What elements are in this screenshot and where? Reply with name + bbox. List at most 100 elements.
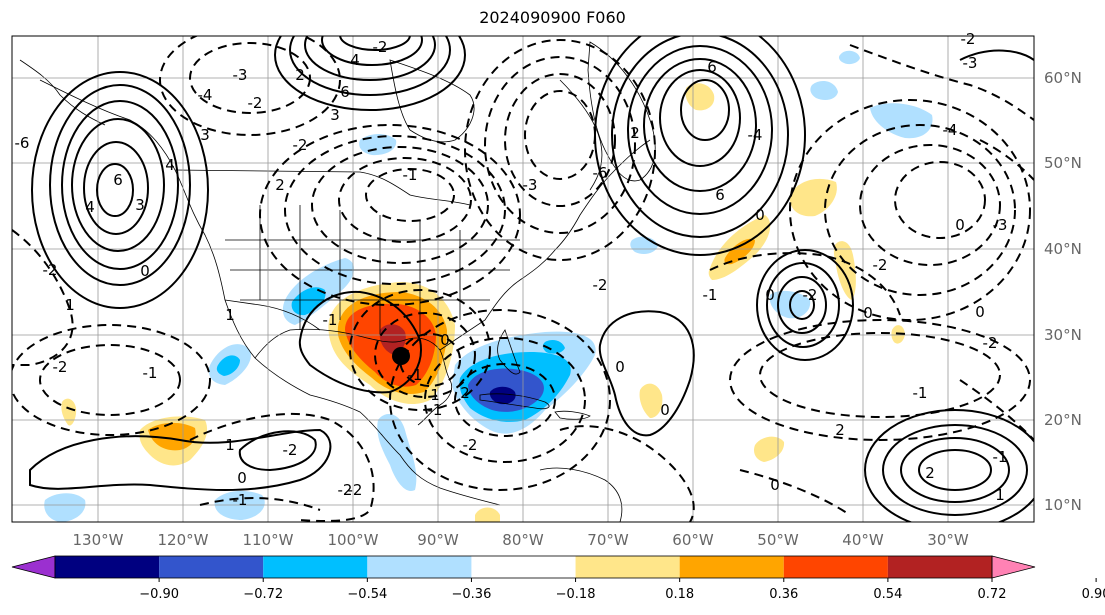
contour-label: 0 xyxy=(975,303,985,321)
contour-high-greenland-6 xyxy=(680,79,730,141)
contour-high-pacific-5 xyxy=(96,163,134,217)
shade-lightblue-pacific-s xyxy=(44,493,86,522)
contour-label: -2 xyxy=(593,276,608,294)
colorbar-extend-low xyxy=(11,555,56,579)
contour-label: -4 xyxy=(943,121,958,139)
contour-label: -3 xyxy=(523,176,538,194)
contour-label: 2 xyxy=(630,124,640,142)
coast-hudson xyxy=(389,59,475,143)
contour-high-atl-2 xyxy=(766,262,840,348)
contour-label: -3 xyxy=(233,66,248,84)
shade-yellow-atl-5 xyxy=(754,436,785,462)
shade-yellow-bottom xyxy=(475,507,500,522)
lat-label: 60°N xyxy=(1044,69,1082,87)
contour-label: 0 xyxy=(615,358,625,376)
colorbar-tick-label: 0.54 xyxy=(873,587,902,602)
colorbar-tick-label: 0.36 xyxy=(769,587,798,602)
contour-pacific-low-lat-2 xyxy=(238,430,317,472)
contour-label: 1 xyxy=(65,296,75,314)
contour-high-canada-3 xyxy=(304,36,436,81)
contour-high-greenland-5 xyxy=(659,69,741,167)
contour-high-pacific-4 xyxy=(83,141,149,235)
contour-label: 1 xyxy=(430,386,440,404)
contour-high-se-2 xyxy=(882,424,1028,516)
contour-low-centam xyxy=(559,425,695,522)
lon-label: 100°W xyxy=(328,531,379,549)
contour-label: -1 xyxy=(408,366,423,384)
contour-ne-atl xyxy=(959,49,1034,61)
coast-florida xyxy=(497,329,521,375)
contour-low-atl-e-1 xyxy=(789,99,1031,321)
contour-label: -1 xyxy=(428,401,443,419)
contour-low-alaska-2 xyxy=(189,42,311,114)
contour-high-pacific-3 xyxy=(71,118,165,252)
contour-label: 6 xyxy=(340,83,350,101)
coast-alaska xyxy=(19,59,106,126)
colorbar-tick-label: −0.90 xyxy=(139,587,179,602)
contour-label: -2 xyxy=(961,30,976,48)
contour-label: 0 xyxy=(770,476,780,494)
lon-label: 130°W xyxy=(73,531,124,549)
contour-label: 4 xyxy=(350,51,360,69)
contour-low-south xyxy=(199,497,321,511)
latitude-axis: 10°N 20°N 30°N 40°N 50°N 60°N xyxy=(1044,69,1082,514)
map-frame xyxy=(11,35,1035,523)
contour-label: -2 xyxy=(293,136,308,154)
contour-label: -1 xyxy=(233,491,248,509)
contour-label: 4 xyxy=(165,156,175,174)
shade-yellow-small-1 xyxy=(61,398,77,426)
contour-gulf-1 xyxy=(298,290,422,394)
colorbar-swatch xyxy=(679,556,784,578)
lon-label: 120°W xyxy=(158,531,209,549)
contour-low-us-5 xyxy=(365,168,455,222)
contour-label: -1 xyxy=(913,384,928,402)
contour-high-canada-1 xyxy=(274,36,466,111)
contour-low-pacific-s-2 xyxy=(39,344,181,416)
contour-low-us-1 xyxy=(259,124,521,306)
contour-low-pacific-w xyxy=(12,229,74,366)
contour-label: -4 xyxy=(198,86,213,104)
contour-low-mexico xyxy=(189,412,375,522)
border-us-canada xyxy=(174,169,471,206)
colorbar-swatch xyxy=(471,556,576,578)
contour-high-se-4 xyxy=(918,449,992,491)
contour-low-east-1 xyxy=(464,39,656,261)
map-title: 2024090900 F060 xyxy=(479,8,626,27)
colorbar-tick-label: −0.72 xyxy=(243,587,283,602)
shade-orange-pacific-2 xyxy=(148,422,196,451)
shade-cyan-mexico xyxy=(216,355,240,376)
contour-low-east-2 xyxy=(484,56,636,234)
contour-low-atl-e-3 xyxy=(859,144,1001,266)
contour-label: -2 xyxy=(873,256,888,274)
contour-label: 2 xyxy=(835,421,845,439)
contour-label: 2 xyxy=(460,384,470,402)
colorbar-swatch xyxy=(575,556,680,578)
contour-low-far-east xyxy=(979,139,1034,181)
contour-high-pacific-6 xyxy=(31,71,209,309)
contour-label: -2 xyxy=(373,38,388,56)
colorbar-swatch xyxy=(263,556,368,578)
contour-high-pacific-1 xyxy=(49,84,191,286)
coast-southamerica xyxy=(539,467,623,522)
contour-low-gulf-3 xyxy=(399,333,461,387)
colorbar-swatch xyxy=(783,556,888,578)
contour-label: -2 xyxy=(338,481,353,499)
coast-north-america xyxy=(39,79,501,506)
colorbar-swatch xyxy=(367,556,472,578)
contour-label: 2 xyxy=(295,66,305,84)
contour-low-atl-e-4 xyxy=(894,161,986,239)
shade-lightblue-centam xyxy=(377,414,417,491)
contour-label: 0 xyxy=(755,206,765,224)
shade-lightblue-atl-n xyxy=(810,80,838,100)
colorbar-tick-label: 0.90 xyxy=(1082,587,1105,602)
contour-label: 1 xyxy=(225,306,235,324)
contour-label: 0 xyxy=(237,469,247,487)
contour-label: 4 xyxy=(85,198,95,216)
contour-low-gulf-2 xyxy=(374,312,476,398)
shade-lightblue-atl-n2 xyxy=(838,50,860,65)
contour-high-atl-4 xyxy=(789,290,815,320)
lon-label: 60°W xyxy=(672,531,714,549)
coastline-layer xyxy=(19,41,656,522)
